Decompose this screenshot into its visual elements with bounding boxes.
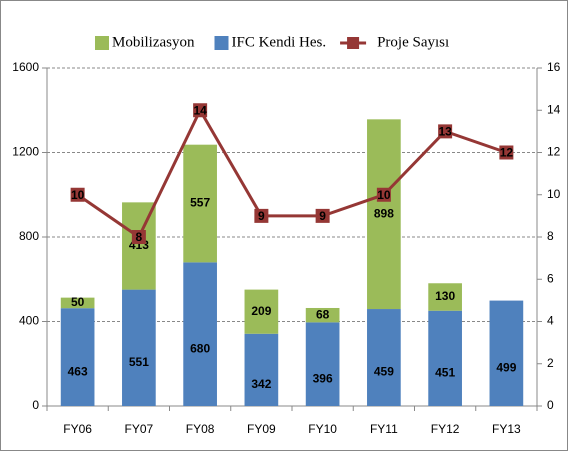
data-label: 209	[251, 304, 271, 318]
y2-tick-label: 14	[547, 102, 561, 116]
x-tick-label: FY08	[186, 422, 215, 436]
y2-tick-label: 10	[547, 187, 561, 201]
y-tick-label: 0	[32, 398, 39, 412]
bar	[305, 322, 340, 406]
marker	[438, 124, 453, 139]
data-label: 680	[190, 341, 210, 355]
y2-tick-label: 8	[547, 229, 554, 243]
bar	[428, 310, 462, 406]
marker	[315, 208, 330, 223]
marker	[193, 103, 208, 118]
x-tick-label: FY12	[431, 422, 460, 436]
data-label: 451	[435, 366, 455, 380]
bar	[60, 308, 95, 406]
y-tick-label: 800	[19, 229, 39, 243]
legend-label: Proje Sayısı	[377, 34, 449, 50]
y-tick-label: 1200	[12, 145, 39, 159]
bar	[183, 262, 217, 406]
data-label: 10	[71, 188, 85, 202]
data-label: 10	[377, 188, 391, 202]
x-tick-label: FY07	[125, 422, 154, 436]
legend-label: IFC Kendi Hes.	[232, 34, 327, 50]
y2-tick-label: 2	[547, 356, 554, 370]
bar	[122, 289, 156, 406]
data-label: 342	[251, 377, 271, 391]
bar	[60, 297, 95, 309]
bar	[244, 333, 279, 406]
marker	[70, 187, 85, 202]
legend-swatch	[95, 36, 109, 50]
data-label: 68	[316, 307, 330, 321]
bar	[489, 300, 524, 406]
data-label: 557	[190, 196, 210, 210]
data-label: 396	[313, 371, 333, 385]
legend-swatch	[214, 36, 229, 50]
legend-label: Mobilizasyon	[112, 34, 195, 50]
y2-tick-label: 6	[547, 271, 554, 285]
x-tick-label: FY06	[63, 422, 92, 436]
data-label: 463	[68, 364, 88, 378]
y2-tick-label: 12	[547, 145, 561, 159]
data-label: 12	[500, 146, 514, 160]
data-label: 14	[193, 103, 207, 117]
data-label: 551	[129, 355, 149, 369]
bar	[305, 307, 340, 323]
marker	[376, 187, 391, 202]
bar	[183, 144, 217, 263]
y2-tick-label: 0	[547, 398, 554, 412]
legend-marker	[347, 37, 360, 49]
data-label: 499	[496, 360, 516, 374]
bar	[367, 309, 401, 406]
marker	[131, 230, 146, 244]
x-tick-label: FY09	[247, 422, 276, 436]
marker	[499, 145, 514, 160]
y-tick-label: 400	[19, 314, 39, 328]
data-label: 8	[136, 230, 143, 244]
bar	[244, 289, 279, 334]
data-label: 50	[71, 295, 85, 309]
x-tick-label: FY11	[370, 422, 398, 436]
data-label: 898	[374, 206, 394, 220]
data-label: 130	[435, 289, 455, 303]
x-tick-label: FY10	[308, 422, 337, 436]
x-tick-label: FY13	[492, 422, 521, 436]
marker	[254, 208, 269, 223]
data-label: 459	[374, 365, 394, 379]
data-label: 9	[319, 209, 326, 223]
y2-tick-label: 16	[547, 60, 561, 74]
line	[76, 107, 507, 240]
data-label: 13	[438, 125, 452, 139]
bar	[367, 119, 401, 310]
y-tick-label: 1600	[12, 60, 39, 74]
bar	[428, 283, 462, 311]
data-label: 9	[258, 209, 265, 223]
y2-tick-label: 4	[547, 314, 554, 328]
